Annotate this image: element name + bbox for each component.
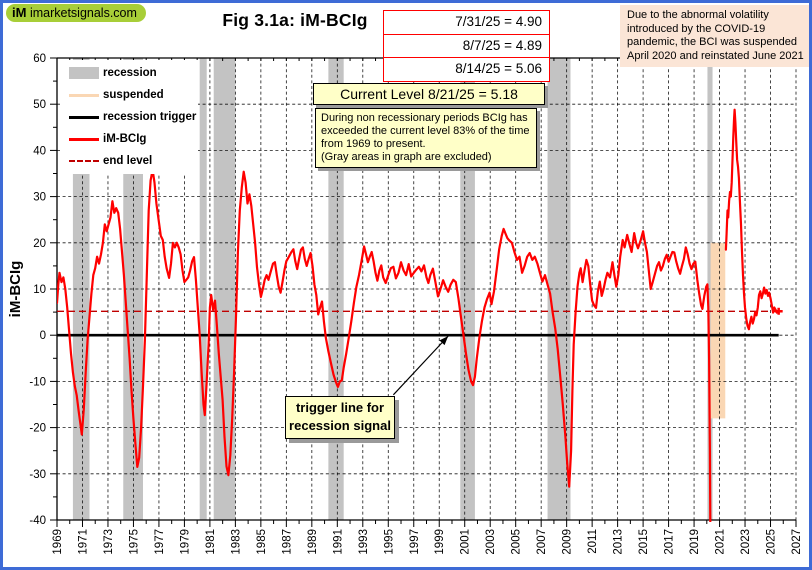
svg-text:2011: 2011 — [587, 529, 599, 554]
svg-text:2021: 2021 — [715, 529, 727, 555]
svg-text:1983: 1983 — [230, 529, 242, 555]
exceedance-note-text: During non recessionary periods BCIg has… — [321, 112, 530, 150]
svg-text:1979: 1979 — [179, 529, 191, 555]
legend-item-recession: recession — [62, 62, 198, 84]
svg-text:-20: -20 — [29, 423, 46, 435]
svg-text:-30: -30 — [29, 469, 46, 481]
svg-text:2017: 2017 — [664, 529, 676, 555]
svg-text:2003: 2003 — [485, 529, 497, 555]
svg-text:0: 0 — [40, 330, 46, 342]
svg-text:1999: 1999 — [434, 529, 446, 555]
svg-text:40: 40 — [33, 145, 46, 157]
suspended-swatch — [69, 93, 99, 97]
logo-mark: iM — [12, 5, 27, 20]
svg-text:30: 30 — [33, 192, 46, 204]
chart-legend: recession suspended recession trigger iM… — [62, 60, 198, 174]
svg-text:1977: 1977 — [154, 529, 166, 555]
trigger-annotation-label: trigger line for recession signal — [285, 396, 395, 439]
im-bcig-swatch — [69, 137, 99, 141]
reading-row: 8/14/25 = 5.06 — [455, 61, 542, 77]
weekly-readings-table: 7/31/25 = 4.90 8/7/25 = 4.89 8/14/25 = 5… — [383, 10, 550, 82]
svg-text:20: 20 — [33, 238, 46, 250]
svg-text:1971: 1971 — [77, 529, 89, 555]
chart-title: Fig 3.1a: iM-BCIg — [222, 10, 368, 30]
svg-text:iM-BCIg: iM-BCIg — [7, 261, 24, 318]
svg-text:60: 60 — [33, 53, 46, 65]
end-level-swatch — [69, 160, 99, 162]
svg-text:-40: -40 — [29, 515, 46, 527]
recession-swatch — [69, 67, 99, 79]
svg-text:2015: 2015 — [638, 529, 650, 555]
recession-trigger-swatch — [69, 115, 99, 119]
svg-text:1969: 1969 — [52, 529, 64, 555]
svg-text:2025: 2025 — [766, 529, 778, 555]
svg-text:2019: 2019 — [689, 529, 701, 555]
svg-text:1975: 1975 — [128, 529, 140, 555]
svg-text:1973: 1973 — [103, 529, 115, 555]
reading-row: 7/31/25 = 4.90 — [384, 11, 549, 35]
logo-site-text: imarketsignals.com — [29, 6, 137, 20]
legend-item-recession-trigger: recession trigger — [62, 106, 198, 128]
current-level-box: Current Level 8/21/25 = 5.18 — [313, 83, 545, 105]
svg-text:2007: 2007 — [536, 529, 548, 555]
exceedance-note-parenthetical: (Gray areas in graph are excluded) — [321, 151, 492, 163]
svg-text:2027: 2027 — [791, 529, 803, 555]
svg-text:10: 10 — [33, 284, 46, 296]
svg-text:1987: 1987 — [281, 529, 293, 555]
site-logo: iM imarketsignals.com — [6, 4, 146, 22]
legend-item-im-bcig: iM-BCIg — [62, 128, 198, 150]
svg-text:1989: 1989 — [307, 529, 319, 555]
svg-text:2023: 2023 — [740, 529, 752, 555]
legend-item-suspended: suspended — [62, 84, 198, 106]
svg-text:50: 50 — [33, 99, 46, 111]
svg-text:1997: 1997 — [409, 529, 421, 555]
svg-text:1985: 1985 — [256, 529, 268, 555]
legend-item-end-level: end level — [62, 150, 198, 172]
svg-text:-10: -10 — [29, 376, 46, 388]
exceedance-note: During non recessionary periods BCIg has… — [315, 108, 537, 168]
svg-text:1981: 1981 — [205, 529, 217, 555]
svg-text:1991: 1991 — [332, 529, 344, 555]
svg-text:1993: 1993 — [358, 529, 370, 555]
covid-suspension-note: Due to the abnormal volatility introduce… — [620, 5, 812, 67]
reading-row: 8/7/25 = 4.89 — [384, 35, 549, 59]
svg-text:2001: 2001 — [460, 529, 472, 555]
svg-text:2005: 2005 — [511, 529, 523, 555]
svg-text:1995: 1995 — [383, 529, 395, 555]
svg-text:2009: 2009 — [562, 529, 574, 555]
svg-text:2013: 2013 — [613, 529, 625, 555]
